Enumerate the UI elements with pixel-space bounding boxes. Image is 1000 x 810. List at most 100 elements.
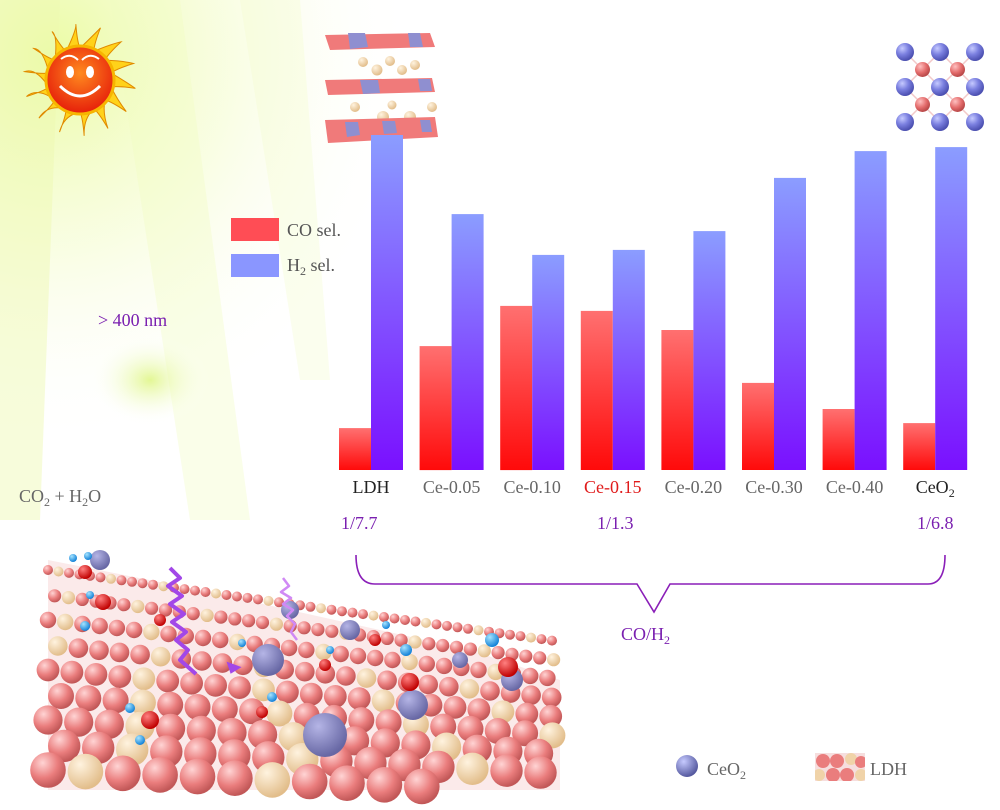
bar-h2-ldh [371,135,403,470]
atom-pink [311,623,325,637]
atom-pink [394,633,408,647]
atom-pink [336,666,356,686]
atom-beige [368,610,379,621]
hydrogen-atom [69,554,77,562]
ceo2-sphere-icon [676,755,698,777]
atom-pink [105,755,141,792]
hydrogen-atom [267,692,277,702]
atom-pink [253,594,263,605]
atom-pink [242,614,256,628]
atom-pink [536,634,547,645]
atom-pink [125,621,143,639]
atom-pink [315,664,336,684]
atom-pink [48,683,74,709]
hydrogen-atom [326,646,334,654]
atom-pink [295,661,315,682]
atom-pink [211,696,238,723]
atom-beige [200,608,214,623]
atom-pink [452,622,463,633]
atom-pink [200,587,211,597]
hydrogen-atom [400,644,412,656]
category-label-text: LDH [352,477,390,497]
category-label-ce015: Ce-0.15 [573,477,653,498]
bar-co-ce010 [500,305,533,471]
atom-pink [299,682,323,706]
atom-pink [109,642,130,663]
atom-pink [68,638,89,658]
atom-beige [408,635,422,649]
atom-pink [505,629,515,640]
atom-pink [186,607,200,621]
atom-pink [519,649,533,663]
atom-pink [233,655,253,676]
atom-pink [33,705,63,735]
atom-pink [177,627,194,645]
atom-pink [239,698,266,725]
atom-pink [142,757,178,793]
atom-beige [316,603,326,614]
legend-label-h2-after: sel. [306,255,336,275]
category-label-ceo2: CeO2 [895,477,975,500]
oxygen-atom [401,673,419,691]
atom-beige [526,632,536,643]
atom-pink [184,694,211,720]
atom-pink [228,676,251,699]
bottom-legend-ceo2-main: CeO [707,759,740,779]
reaction-end: O [88,486,102,506]
atom-pink [380,631,394,646]
category-label-ce005: Ce-0.05 [412,477,492,498]
ratio-label-ce015: 1/1.3 [597,513,634,533]
atom-beige [477,644,491,658]
ratio-label-ldh: 1/7.7 [341,513,378,533]
oxygen-atom [95,594,111,610]
atom-pink [43,565,53,575]
atom-beige [129,689,156,716]
atom-pink [180,671,204,695]
atom-pink [84,663,108,686]
atom-pink [116,575,127,586]
atom-beige [48,636,68,656]
atom-pink [442,620,452,631]
bar-co-ceo2 [903,423,936,470]
atom-pink [179,584,190,595]
category-label-subscript: 2 [948,486,955,500]
atom-pink [157,691,184,718]
atom-pink [186,715,216,746]
atom-pink [214,610,228,624]
bar-co-ce020 [661,330,694,470]
bar-h2-ce015 [612,249,645,470]
atom-beige [459,679,480,699]
atom-pink [217,717,247,748]
category-label-text: Ce-0.15 [584,477,642,497]
ceo2-lattice-icon [896,43,984,131]
bar-co-ldh [339,428,371,470]
reaction-co: CO [19,486,45,506]
atom-pink [490,754,523,787]
category-label-text: Ce-0.10 [503,477,561,497]
atom-pink [431,619,442,630]
atom-pink [242,592,253,603]
ceo2-particle [452,652,468,668]
bar-h2-ce040 [854,151,887,470]
atom-pink [449,640,464,654]
atom-beige [61,591,76,605]
atom-pink [463,642,477,656]
category-label-ce020: Ce-0.20 [653,477,733,498]
atom-pink [148,579,158,590]
atom-beige [491,700,515,724]
atom-beige [211,588,221,599]
oxygen-atom [141,711,159,729]
hydrogen-atom [382,621,390,629]
atom-beige [131,599,145,614]
reaction-sub2: 2 [82,495,89,509]
bar-h2-ce020 [693,231,726,470]
atom-pink [400,615,410,625]
atom-pink [389,613,400,624]
atom-beige [56,613,74,631]
ceo2-particle [398,690,428,720]
atom-pink [108,619,126,637]
atom-pink [39,611,57,629]
atom-beige [266,700,293,727]
atom-pink [379,612,389,622]
atom-pink [305,601,316,612]
